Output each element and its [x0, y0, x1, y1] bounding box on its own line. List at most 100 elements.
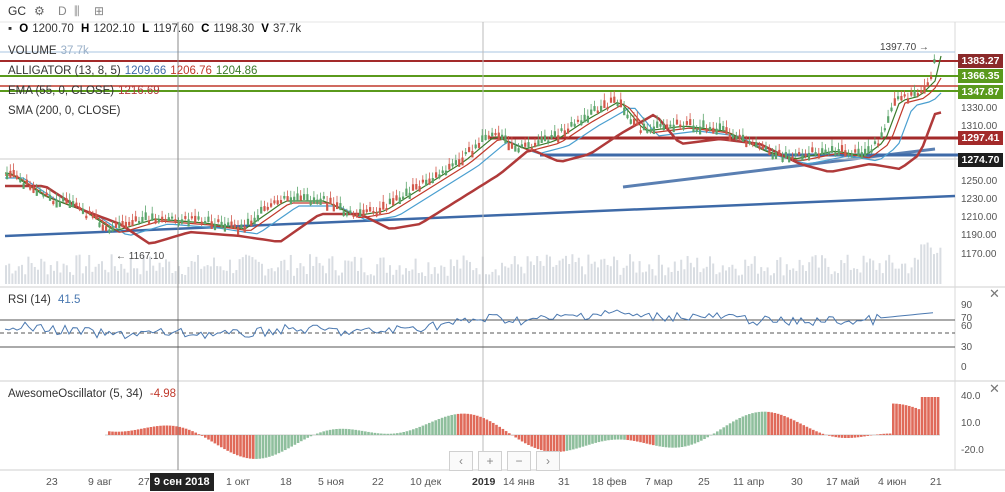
volume-bar: [795, 270, 798, 284]
ao-close-icon[interactable]: ✕: [989, 381, 1000, 396]
volume-bar: [744, 259, 747, 284]
rsi-legend[interactable]: RSI (14) 41.5: [8, 294, 80, 306]
ao-histogram-bar: [732, 421, 735, 435]
legend-sma[interactable]: SMA (200, 0, CLOSE): [8, 105, 121, 117]
ao-histogram-bar: [764, 411, 767, 435]
ao-histogram-bar: [290, 435, 293, 447]
volume-bar: [629, 254, 631, 284]
volume-bar: [830, 274, 833, 284]
candle-body: [388, 198, 391, 205]
legend-alligator[interactable]: ALLIGATOR (13, 8, 5) 1209.66 1206.76 1204.8…: [8, 65, 257, 77]
volume-bar: [926, 242, 929, 284]
volume-bar: [817, 267, 820, 284]
ao-histogram-bar: [367, 431, 370, 435]
scroll-right-button[interactable]: ›: [536, 451, 560, 471]
ao-histogram-bar: [834, 435, 837, 438]
candle-body: [464, 152, 467, 155]
rsi-close-icon[interactable]: ✕: [989, 286, 1000, 301]
ao-legend[interactable]: AwesomeOscillator (5, 34) -4.98: [8, 388, 176, 400]
ao-histogram-bar: [197, 434, 201, 435]
candle-body: [233, 224, 236, 228]
ao-histogram-bar: [936, 397, 940, 435]
volume-bar: [222, 270, 225, 284]
time-axis-label: 5 ноя: [318, 476, 345, 488]
compare-add-icon[interactable]: ⊞: [94, 4, 105, 18]
candle-body: [359, 209, 362, 217]
candle-body: [118, 221, 121, 229]
ao-histogram-bar: [623, 435, 626, 440]
volume-bar: [181, 274, 183, 284]
ao-histogram-bar: [840, 435, 844, 438]
candle-body: [636, 117, 639, 126]
candle-body: [197, 216, 200, 220]
ao-histogram-bar: [146, 427, 149, 435]
legend-ema[interactable]: EMA (55, 0, CLOSE) 1216.69: [8, 85, 160, 97]
ao-histogram-bar: [562, 435, 565, 452]
ao-histogram-bar: [405, 431, 409, 435]
candle-body: [68, 200, 71, 208]
candle-body: [593, 106, 596, 111]
ao-histogram-bar: [581, 435, 585, 447]
price-axis-label: 1210.00: [961, 212, 998, 223]
volume-bar: [417, 272, 420, 284]
volume-bar: [776, 259, 779, 284]
high-label: H: [81, 23, 90, 35]
candle-body: [438, 174, 441, 179]
symbol-label[interactable]: GC: [8, 4, 26, 18]
volume-bar: [43, 261, 46, 284]
rsi-level-label: 90: [961, 300, 973, 311]
candle-body: [161, 216, 164, 223]
volume-bar: [62, 263, 65, 284]
candle-body: [692, 125, 695, 133]
ao-histogram-bar: [616, 435, 620, 440]
candle-body: [29, 185, 32, 190]
ao-histogram-bar: [924, 397, 927, 435]
price-axis-label: 1190.00: [961, 230, 997, 241]
ao-histogram-bar: [572, 435, 575, 450]
scroll-left-button[interactable]: ‹: [449, 451, 473, 471]
volume-bar: [712, 263, 715, 284]
candle-body: [58, 201, 61, 207]
ao-histogram-bar: [655, 435, 658, 446]
volume-bar: [357, 270, 359, 284]
time-axis-label: 7 мар: [645, 476, 673, 488]
candle-body: [52, 201, 55, 205]
legend-alligator-label: ALLIGATOR (13, 8, 5): [8, 65, 121, 77]
candle-body: [534, 142, 537, 147]
candle-body: [190, 216, 193, 219]
volume-bar: [446, 275, 449, 284]
ao-histogram-bar: [264, 435, 268, 458]
ao-histogram-bar: [741, 416, 745, 435]
settings-gear-icon[interactable]: ⚙: [34, 4, 45, 18]
volume-label: V: [261, 23, 269, 35]
legend-volume[interactable]: VOLUME 37.7k: [8, 45, 89, 57]
volume-bar: [549, 256, 551, 284]
candle-body: [857, 148, 860, 157]
ao-histogram-bar: [376, 433, 380, 435]
ao-histogram-bar: [677, 435, 681, 448]
volume-bar: [846, 254, 849, 284]
candle-body: [765, 146, 768, 150]
legend-alligator-lips: 1204.86: [215, 65, 258, 77]
volume-bar: [494, 269, 497, 284]
ao-histogram-bar: [319, 432, 322, 435]
volume-bar: [280, 260, 283, 284]
volume-bar: [184, 274, 187, 284]
chart-type-bars-icon[interactable]: ⫼: [74, 4, 80, 18]
ao-histogram-bar: [364, 431, 367, 435]
candle-body: [629, 119, 632, 124]
candle-body: [600, 105, 603, 113]
zoom-out-button[interactable]: −: [507, 451, 531, 471]
zoom-in-button[interactable]: +: [478, 451, 502, 471]
interval-button[interactable]: D: [58, 4, 67, 18]
ao-histogram-bar: [248, 435, 252, 459]
ao-histogram-bar: [130, 430, 133, 435]
candle-body: [725, 127, 728, 135]
volume-bar: [597, 267, 599, 284]
candle-body: [101, 224, 104, 231]
ao-histogram-bar: [520, 435, 524, 442]
volume-bar: [75, 255, 78, 284]
support-trendline: [4, 194, 956, 238]
ao-histogram-bar: [578, 435, 581, 448]
